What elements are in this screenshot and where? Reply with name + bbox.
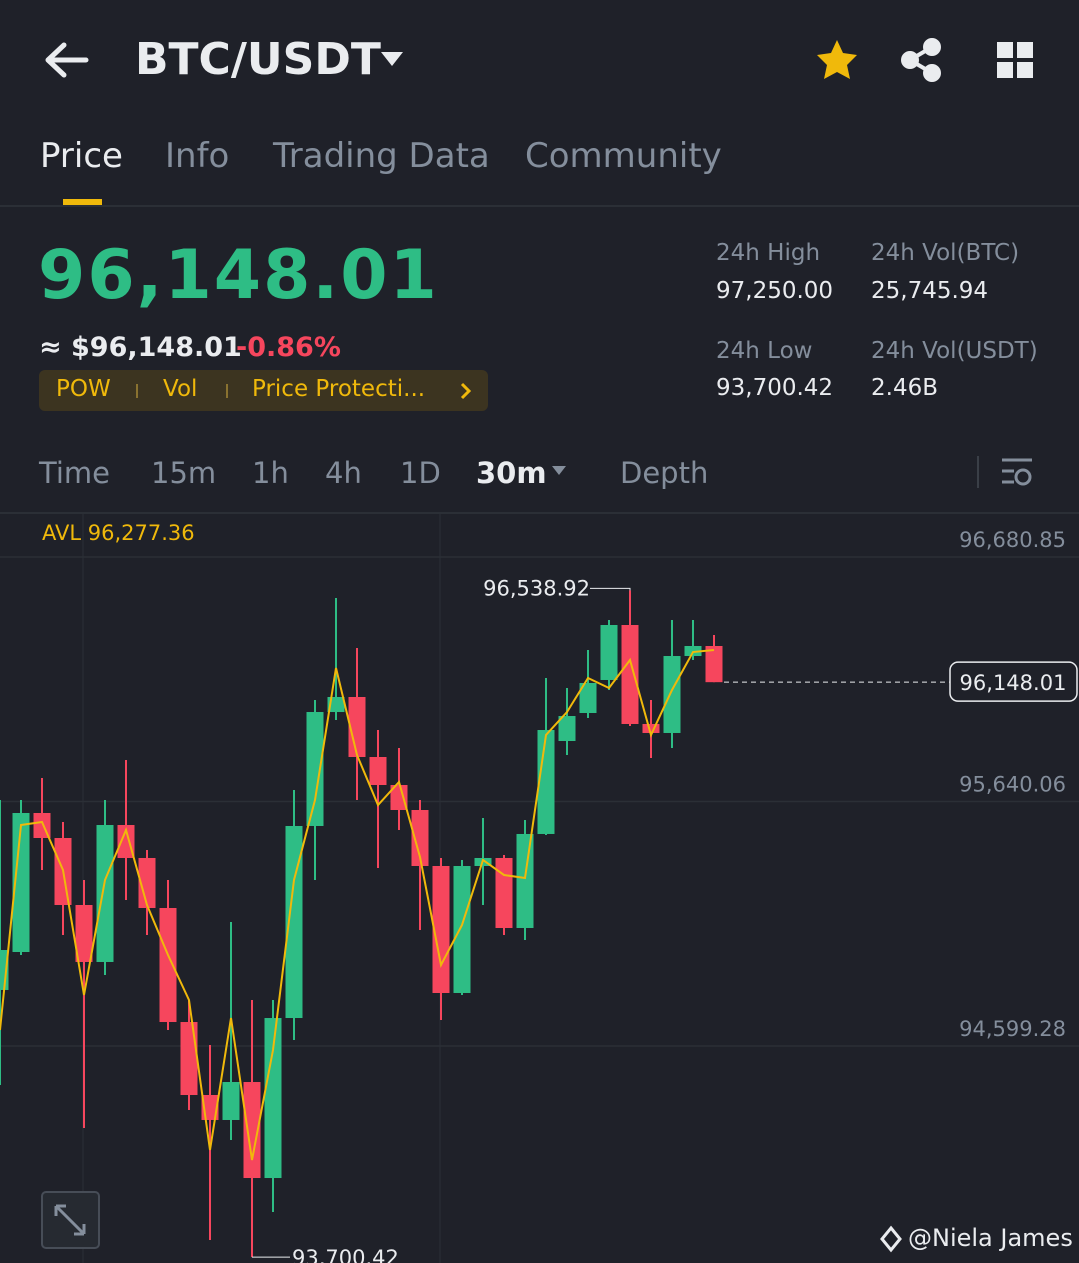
y-tick-label: 96,680.85 [959, 528, 1066, 552]
candle-body [390, 785, 408, 810]
candle-body [0, 950, 9, 990]
candle-body [180, 1022, 198, 1095]
candle-body [579, 682, 597, 713]
stat-value: 25,745.94 [871, 278, 989, 304]
candle-body [96, 825, 114, 962]
candle-body [369, 756, 387, 786]
interval[interactable]: 4h [325, 456, 362, 490]
watermark: @Niela James [908, 1224, 1073, 1252]
low-label: 93,700.42 [292, 1246, 399, 1263]
tag[interactable]: Vol [163, 376, 198, 402]
stat-label: 24h Vol(USDT) [871, 338, 1038, 364]
high-label: 96,538.92 [483, 576, 590, 600]
stat-value: 93,700.42 [716, 375, 834, 401]
last-price: 96,148.01 [38, 236, 439, 315]
stat-value: 2.46B [871, 375, 938, 401]
interval-dropdown[interactable] [552, 466, 566, 475]
tab[interactable]: Community [525, 136, 722, 176]
back-button[interactable] [45, 42, 89, 78]
ma-line [0, 648, 715, 1161]
candle-body [516, 833, 534, 928]
candle-body [138, 857, 156, 909]
last-price-label: 96,148.01 [960, 671, 1067, 695]
pair-title[interactable]: BTC/USDT [135, 34, 381, 85]
candle-body [705, 645, 723, 683]
menu-button[interactable] [997, 42, 1033, 78]
tab[interactable]: Info [165, 136, 230, 176]
price-change: -0.86% [236, 332, 341, 363]
candle-body [432, 865, 450, 993]
favorite-star[interactable] [817, 40, 857, 79]
candle-body [558, 716, 576, 741]
candle-body [684, 645, 702, 657]
candle-body [264, 1018, 282, 1179]
candle-body [12, 813, 30, 953]
candle-body [348, 696, 366, 757]
interval[interactable]: 1h [252, 456, 289, 490]
candle-body [285, 825, 303, 1019]
fullscreen-button[interactable] [41, 1191, 100, 1249]
candle-body [243, 1082, 261, 1179]
candle-body [621, 624, 639, 724]
chart-settings[interactable] [1002, 458, 1032, 486]
candle-body [537, 730, 555, 834]
stat-label: 24h Low [716, 338, 813, 364]
candle-body [642, 723, 660, 733]
stat-label: 24h High [716, 240, 821, 266]
watermark-logo [880, 1225, 902, 1253]
interval[interactable]: Time [39, 456, 110, 490]
candle-body [453, 865, 471, 993]
candle-body [159, 908, 177, 1023]
candle-body [222, 1082, 240, 1120]
avl-label: AVL 96,277.36 [42, 521, 195, 545]
stat-value: 97,250.00 [716, 278, 834, 304]
tag-bar[interactable] [39, 370, 488, 411]
pair-dropdown[interactable] [381, 52, 403, 66]
candle-body [306, 712, 324, 826]
tag[interactable]: POW [56, 376, 111, 402]
candle-body [117, 825, 135, 858]
tab-indicator [63, 199, 102, 205]
tag-chevron [460, 382, 472, 400]
candle-body [495, 857, 513, 928]
usd-price: ≈ $96,148.01 [39, 332, 242, 363]
plot: 96,680.85 95,640.06 94,599.28 96,538.92 93,7… [0, 528, 1079, 1263]
candle-body [663, 656, 681, 733]
interval[interactable]: Depth [620, 456, 709, 490]
interval[interactable]: 1D [400, 456, 441, 490]
y-tick-label: 95,640.06 [959, 773, 1066, 797]
last-price-tag [949, 661, 1078, 702]
tab[interactable]: Price [40, 136, 123, 176]
candle-body [411, 809, 429, 866]
tag[interactable]: Price Protecti... [252, 376, 426, 402]
interval[interactable]: 15m [151, 456, 217, 490]
y-tick-label: 94,599.28 [959, 1017, 1066, 1041]
share-button[interactable] [901, 38, 941, 82]
tab[interactable]: Trading Data [273, 136, 490, 176]
interval[interactable]: 30m [476, 456, 547, 490]
candle-body [600, 624, 618, 680]
candle-body [75, 904, 93, 962]
high-leader [590, 587, 631, 591]
stat-label: 24h Vol(BTC) [871, 240, 1020, 266]
